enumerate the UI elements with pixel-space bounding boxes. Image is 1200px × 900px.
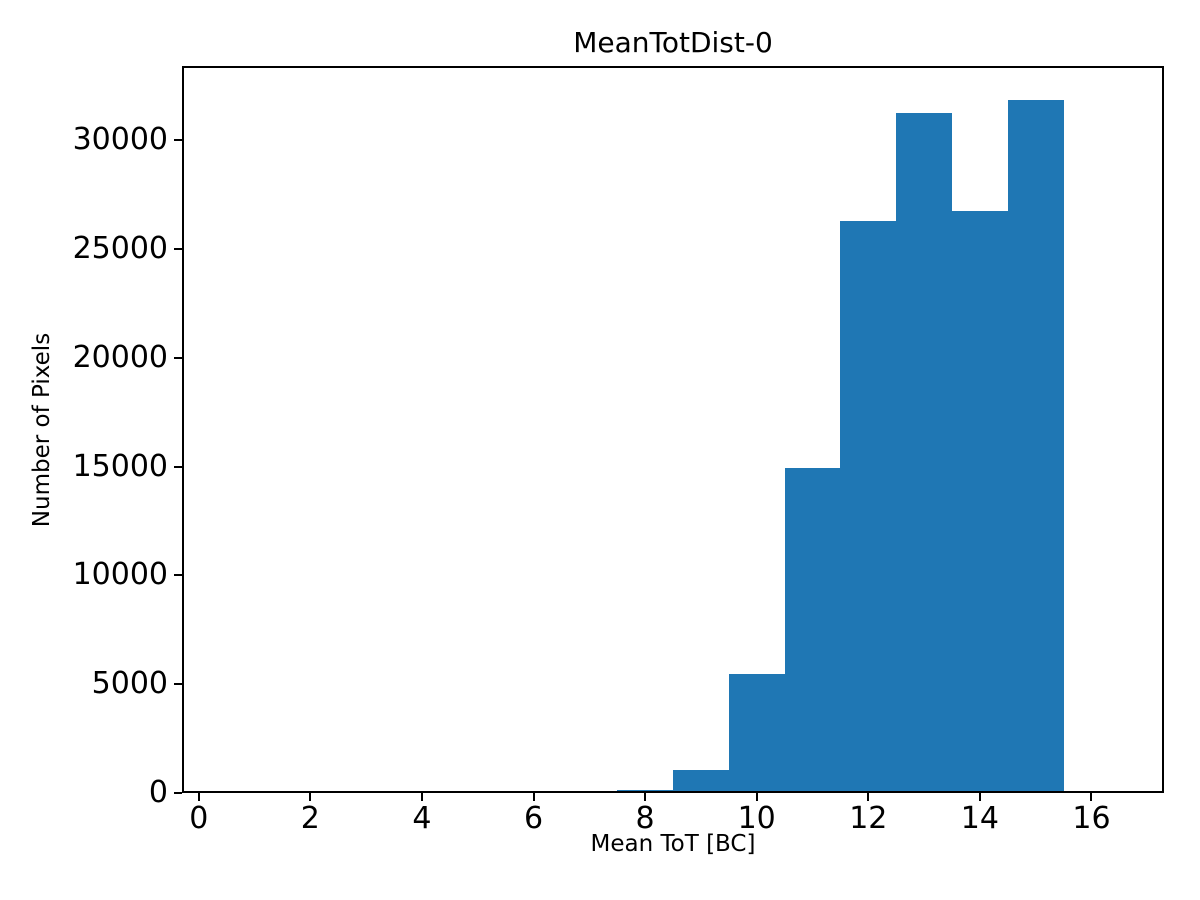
y-axis-tick (174, 465, 182, 468)
x-axis-tick-label: 4 (412, 801, 432, 836)
x-axis-tick-label: 14 (960, 801, 999, 836)
x-axis-tick-label: 10 (737, 801, 776, 836)
x-axis-tick (644, 793, 647, 801)
x-axis-tick (867, 793, 870, 801)
y-axis-tick-label: 30000 (72, 122, 168, 157)
y-axis-tick (174, 683, 182, 686)
y-axis-tick (174, 574, 182, 577)
y-axis-tick-label: 25000 (72, 230, 168, 266)
y-axis-tick (174, 356, 182, 359)
y-axis-tick-label: 20000 (72, 339, 168, 375)
x-axis-tick-label: 16 (1072, 801, 1111, 836)
y-axis-tick-label: 10000 (72, 557, 168, 593)
histogram-bar (840, 220, 897, 793)
y-axis-tick-label: 15000 (72, 448, 168, 484)
x-axis-tick (197, 793, 200, 801)
y-axis-tick-label: 5000 (91, 666, 168, 702)
x-axis-tick-label: 12 (849, 801, 888, 836)
x-axis-tick-label: 0 (189, 801, 209, 836)
x-axis-label: Mean ToT [BC] (590, 831, 756, 857)
plot-area (182, 66, 1164, 793)
y-axis-tick-label: 0 (148, 775, 168, 810)
chart-title: MeanTotDist-0 (573, 26, 773, 59)
y-axis-tick (174, 247, 182, 250)
x-axis-tick-label: 6 (523, 801, 544, 836)
y-axis-tick (174, 139, 182, 141)
histogram-bar (1007, 100, 1064, 793)
x-axis-tick-label: 8 (635, 801, 655, 836)
plot-frame (182, 66, 1164, 793)
histogram-bar (951, 211, 1008, 793)
x-axis-tick (1090, 793, 1093, 801)
y-axis-tick (174, 792, 182, 794)
x-axis-tick-label: 2 (300, 801, 320, 836)
histogram-bar (784, 467, 841, 793)
x-axis-tick (755, 793, 758, 801)
histogram-bar (896, 113, 952, 793)
histogram-bar (673, 769, 729, 793)
x-axis-tick (309, 793, 312, 801)
x-axis-tick (420, 793, 423, 801)
x-axis-tick (532, 793, 535, 801)
histogram-bar (728, 673, 785, 793)
x-axis-tick (978, 793, 981, 801)
